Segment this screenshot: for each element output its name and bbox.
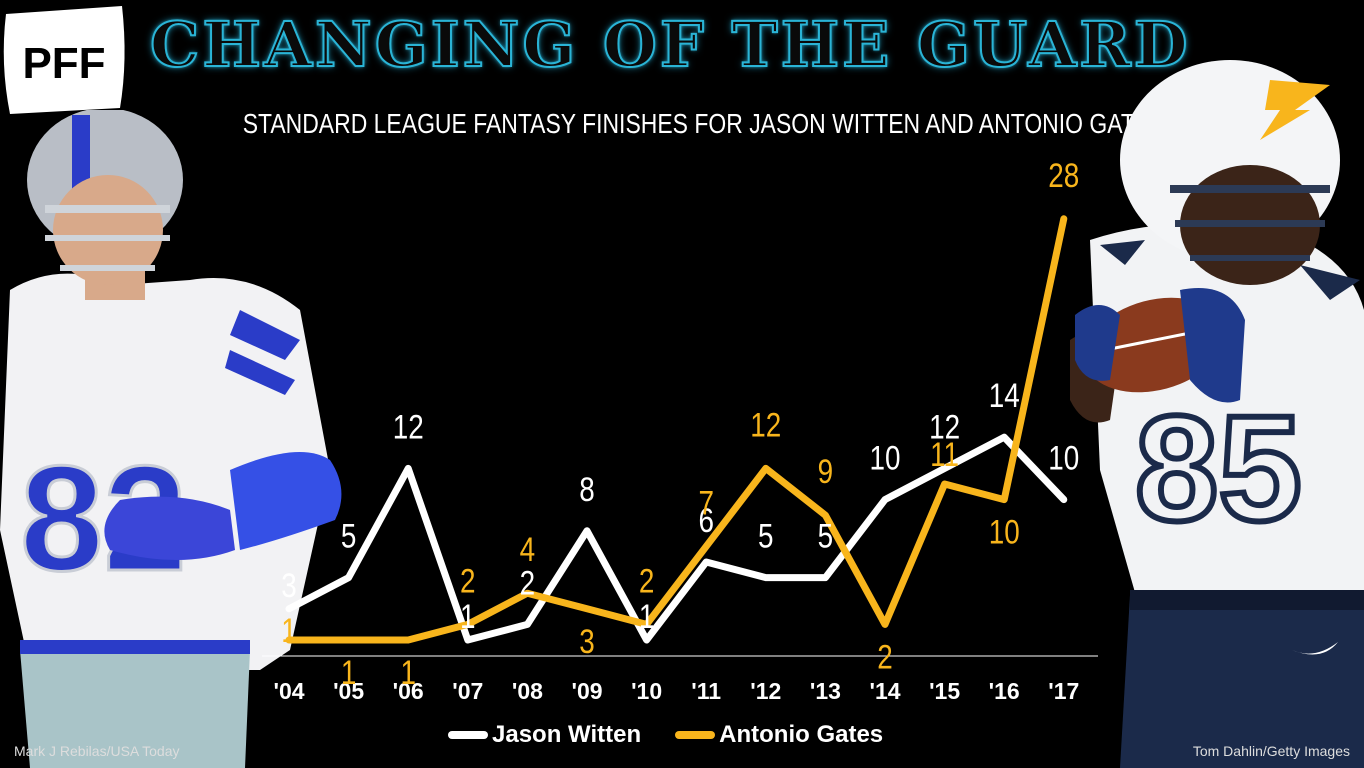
x-tick-label: '05 xyxy=(333,678,364,704)
data-label-gates: 9 xyxy=(818,453,834,491)
data-label-gates: 4 xyxy=(520,531,536,569)
data-label-witten: 8 xyxy=(579,470,595,508)
series-layer xyxy=(285,215,1068,644)
data-label-witten: 12 xyxy=(393,408,424,446)
pff-logo-text: PFF xyxy=(22,39,105,88)
x-tick-label: '07 xyxy=(452,678,483,704)
x-tick-label: '08 xyxy=(512,678,543,704)
photo-credit-right: Tom Dahlin/Getty Images xyxy=(1192,743,1350,759)
series-line-gates xyxy=(285,215,1068,644)
x-tick-label: '10 xyxy=(631,678,662,704)
data-label-witten: 14 xyxy=(989,377,1020,415)
data-label-gates: 2 xyxy=(460,562,476,600)
chart-title: CHANGING OF THE GUARD xyxy=(149,8,1191,81)
x-tick-label: '06 xyxy=(393,678,424,704)
legend-label-witten: Jason Witten xyxy=(492,721,642,748)
x-tick-label: '12 xyxy=(750,678,781,704)
data-label-witten: 5 xyxy=(818,517,834,555)
legend-swatch-gates xyxy=(675,731,716,739)
photo-credit-left: Mark J Rebilas/USA Today xyxy=(14,743,180,759)
legend-swatch-witten xyxy=(448,731,488,739)
legend: Jason Witten Antonio Gates xyxy=(448,720,917,750)
data-label-witten: 3 xyxy=(281,566,297,604)
data-label-witten: 1 xyxy=(460,597,476,635)
data-label-gates: 2 xyxy=(639,562,655,600)
x-tick-label: '17 xyxy=(1048,678,1079,704)
data-label-gates: 1 xyxy=(281,611,297,649)
data-label-gates: 7 xyxy=(698,484,714,522)
data-label-witten: 2 xyxy=(520,564,536,602)
witten-player-photo: 82 xyxy=(0,110,342,768)
x-tick-label: '13 xyxy=(810,678,841,704)
data-label-witten: 10 xyxy=(869,439,900,477)
data-label-gates: 1 xyxy=(400,653,416,691)
legend-item-gates: Antonio Gates xyxy=(675,721,883,749)
x-tick-label: '15 xyxy=(929,678,960,704)
data-label-witten: 1 xyxy=(639,597,655,635)
x-tick-label: '16 xyxy=(989,678,1020,704)
data-label-gates: 3 xyxy=(579,622,595,660)
legend-label-gates: Antonio Gates xyxy=(719,721,884,748)
data-label-witten: 10 xyxy=(1048,439,1079,477)
data-label-gates: 2 xyxy=(877,638,893,676)
data-label-gates: 1 xyxy=(341,653,357,691)
legend-item-witten: Jason Witten xyxy=(448,721,641,749)
series-line-witten xyxy=(285,433,1068,644)
data-label-gates: 10 xyxy=(989,513,1020,551)
gates-player-photo: 85 xyxy=(1070,60,1364,768)
data-label-gates: 12 xyxy=(750,406,781,444)
svg-text:85: 85 xyxy=(1135,384,1302,552)
data-label-witten: 5 xyxy=(758,517,774,555)
pff-logo: PFF xyxy=(3,6,125,114)
data-label-gates: 11 xyxy=(930,435,959,473)
data-label-witten: 12 xyxy=(929,408,960,446)
x-tick-label: '14 xyxy=(869,678,900,704)
x-axis-ticks: '04 '05 '06 '07 '08 '09 '10 '11 '12 '13 '14 '15 '16 '… xyxy=(273,678,1079,704)
data-label-gates: 28 xyxy=(1048,156,1079,194)
x-tick-label: '09 xyxy=(571,678,602,704)
data-label-witten: 6 xyxy=(698,501,714,539)
x-tick-label: '11 xyxy=(691,678,721,704)
x-tick-label: '04 xyxy=(273,678,304,704)
data-label-witten: 5 xyxy=(341,517,357,555)
